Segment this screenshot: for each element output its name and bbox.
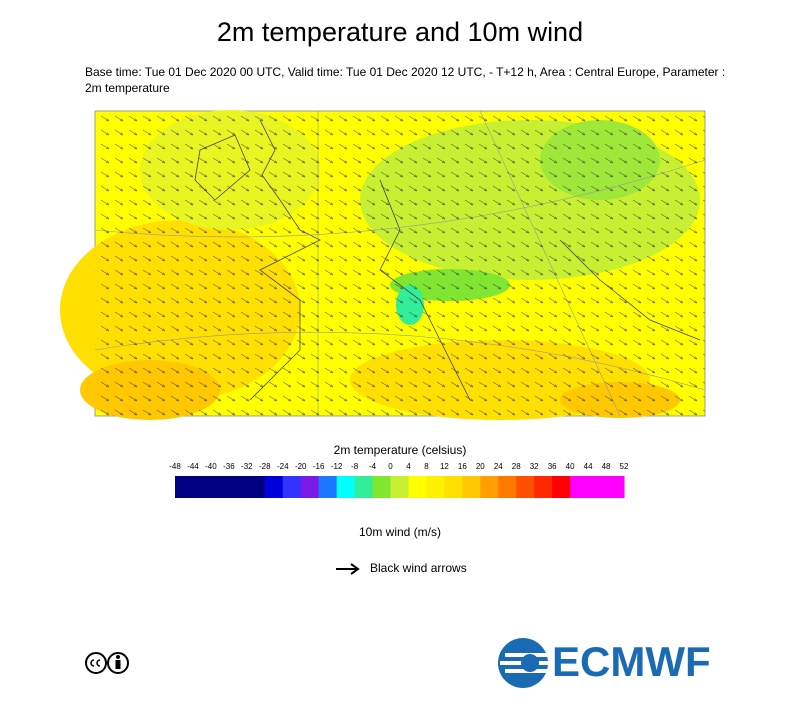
legend-tick-label: -20 — [295, 462, 307, 471]
wind-legend-title: 10m wind (m/s) — [359, 525, 441, 539]
color-box — [372, 476, 392, 498]
color-box — [336, 476, 356, 498]
logo-text: ECMWF — [552, 638, 711, 685]
map — [60, 110, 706, 420]
color-box — [516, 476, 535, 498]
legend-title: 2m temperature (celsius) — [334, 443, 467, 457]
color-box — [462, 476, 481, 498]
color-box — [606, 476, 625, 498]
temperature-legend: 2m temperature (celsius) -48 -44 -40 -36 -32… — [169, 443, 629, 498]
legend-tick-label: -8 — [351, 462, 359, 471]
legend-tick-label: -44 — [187, 462, 199, 471]
color-box — [175, 476, 194, 498]
wind-arrows — [95, 111, 705, 416]
legend-tick-label: -36 — [223, 462, 235, 471]
subtitle-line: Base time: Tue 01 Dec 2020 00 UTC, Valid… — [85, 65, 725, 79]
wind-legend-arrow — [336, 563, 360, 575]
subtitle-line: 2m temperature — [85, 81, 170, 95]
legend-tick-label: 32 — [530, 462, 539, 471]
legend-tick-label: 28 — [512, 462, 521, 471]
color-box — [408, 476, 427, 498]
color-box — [210, 476, 230, 498]
color-box — [228, 476, 248, 498]
legend-tick-label: 0 — [388, 462, 393, 471]
color-box — [588, 476, 607, 498]
legend-tick-label: 40 — [566, 462, 575, 471]
logo: ECMWF — [498, 638, 711, 688]
legend-tick-label: 52 — [620, 462, 629, 471]
color-box — [282, 476, 302, 498]
legend-tick-label: 4 — [406, 462, 411, 471]
color-box — [444, 476, 463, 498]
legend-tick-label: -40 — [205, 462, 217, 471]
legend-tick-label: 24 — [494, 462, 503, 471]
color-box — [264, 476, 284, 498]
legend-tick-label: 8 — [424, 462, 429, 471]
legend-tick-label: 12 — [440, 462, 449, 471]
color-box — [534, 476, 553, 498]
legend-tick-label: -28 — [259, 462, 271, 471]
legend-tick-label: -16 — [313, 462, 325, 471]
legend-tick-label: 36 — [548, 462, 557, 471]
legend-tick-label: -24 — [277, 462, 289, 471]
legend-tick-label: 16 — [458, 462, 467, 471]
legend-tick-label: 48 — [602, 462, 611, 471]
legend-tick-label: -12 — [331, 462, 343, 471]
color-box — [300, 476, 320, 498]
legend-tick-label: -4 — [369, 462, 377, 471]
color-box — [246, 476, 266, 498]
legend-tick-label: -32 — [241, 462, 253, 471]
color-box — [498, 476, 517, 498]
wind-legend-label: Black wind arrows — [370, 561, 467, 575]
color-box — [192, 476, 212, 498]
color-box — [570, 476, 589, 498]
color-box — [480, 476, 499, 498]
legend-tick-label: 20 — [476, 462, 485, 471]
color-box — [552, 476, 571, 498]
color-box — [390, 476, 409, 498]
legend-tick-label: 44 — [584, 462, 593, 471]
color-box — [354, 476, 374, 498]
license-icon — [85, 652, 129, 674]
color-box — [318, 476, 338, 498]
title: 2m temperature and 10m wind — [217, 17, 583, 47]
color-box — [426, 476, 445, 498]
legend-tick-label: -48 — [169, 462, 181, 471]
